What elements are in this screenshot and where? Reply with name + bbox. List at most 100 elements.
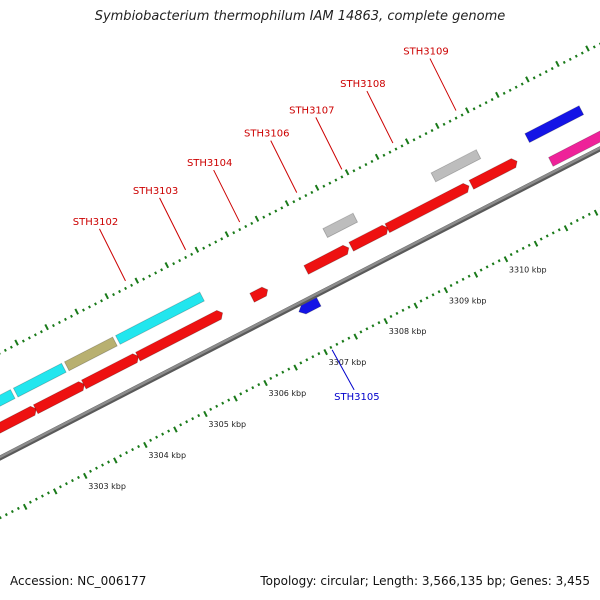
outer-tick: [424, 132, 428, 136]
outer-tick: [202, 246, 206, 250]
outer-tick: [232, 231, 236, 235]
outer-tick: [21, 339, 25, 343]
outer-tick: [370, 159, 374, 164]
map-title: Symbiobacterium thermophilum IAM 14863, …: [94, 9, 506, 24]
outer-tick: [254, 215, 260, 222]
outer-tick: [388, 150, 392, 154]
outer-tick: [74, 308, 79, 315]
feature-highlight: [383, 181, 464, 224]
outer-tick: [580, 51, 584, 55]
outer-tick: [310, 190, 314, 195]
gene-feature-gray: [322, 212, 359, 239]
inner-tick: [407, 305, 411, 309]
outer-tick: [314, 184, 320, 191]
feature-highlight: [0, 387, 11, 395]
outer-tick: [574, 54, 578, 58]
gene-label-leader: [99, 228, 126, 282]
outer-tick: [104, 293, 109, 300]
inner-tick: [233, 395, 238, 402]
inner-tick: [293, 364, 298, 371]
outer-tick: [472, 107, 476, 111]
gene-label: STH3109: [403, 47, 448, 58]
outer-tick: [39, 330, 43, 334]
outer-tick: [44, 323, 49, 331]
inner-tick: [521, 246, 525, 250]
inner-tick: [113, 457, 118, 464]
inner-tick: [311, 355, 315, 359]
outer-tick: [562, 60, 566, 64]
outer-tick: [465, 107, 470, 114]
outer-tick: [148, 274, 152, 278]
gene-label-leader: [366, 90, 394, 144]
genome-backbone: [0, 146, 600, 461]
inner-tick: [161, 432, 165, 436]
inner-tick: [34, 497, 38, 501]
outer-tick: [400, 144, 404, 148]
feature-highlight: [468, 156, 512, 181]
inner-tick: [107, 460, 110, 464]
gene-feature-red: [468, 158, 518, 190]
feature-highlight: [523, 103, 579, 134]
inner-tick: [443, 287, 449, 294]
gene-label: STH3105: [334, 392, 379, 403]
outer-tick: [358, 166, 362, 170]
inner-tick: [263, 379, 268, 387]
scale-label: 3306 kbp: [269, 389, 307, 398]
gene-label-leader: [429, 58, 457, 111]
inner-tick: [137, 444, 141, 449]
inner-tick: [455, 280, 459, 284]
inner-tick: [125, 451, 129, 455]
inner-tick: [119, 454, 123, 458]
outer-tick: [3, 348, 7, 352]
outer-tick: [374, 153, 380, 160]
inner-tick: [425, 296, 429, 300]
inner-tick: [58, 485, 62, 489]
gene-feature-cyan: [12, 362, 67, 398]
outer-tick: [184, 255, 188, 260]
outer-tick: [514, 85, 518, 89]
outer-tick: [124, 286, 128, 290]
outer-tick: [304, 193, 308, 198]
inner-tick: [101, 463, 104, 467]
inner-tick: [497, 259, 501, 263]
gene-feature-red: [32, 381, 85, 415]
outer-tick: [112, 293, 116, 297]
inner-tick: [377, 321, 381, 325]
inner-tick: [419, 299, 423, 303]
gene-label: STH3103: [133, 186, 178, 197]
inner-tick: [515, 249, 519, 254]
inner-tick: [64, 482, 68, 486]
inner-tick: [239, 392, 243, 396]
inner-tick: [149, 438, 153, 442]
inner-tick: [10, 509, 14, 514]
outer-tick: [585, 45, 590, 52]
feature-highlight: [80, 351, 133, 380]
gene-labels: STH3102 STH3103 STH3104 STH3105 STH3106 STH31…: [73, 47, 457, 403]
inner-tick: [575, 218, 579, 223]
gene-label-leader: [159, 197, 187, 251]
inner-tick: [83, 472, 88, 480]
inner-tick: [527, 243, 531, 247]
feature-highlight: [547, 128, 600, 158]
outer-tick: [238, 228, 242, 232]
gene-label: STH3108: [340, 79, 385, 90]
inner-tick: [143, 441, 148, 449]
gene-feature-blue: [524, 105, 585, 144]
outer-tick: [322, 184, 326, 188]
inner-tick: [413, 302, 419, 309]
inner-tick: [209, 407, 213, 411]
inner-tick: [227, 398, 231, 402]
gene-feature-magenta: [548, 130, 600, 167]
feature-highlight: [134, 308, 217, 353]
inner-tick: [593, 209, 599, 216]
genome-summary-text: Topology: circular; Length: 3,566,135 bp…: [260, 574, 590, 588]
inner-tick: [509, 252, 513, 257]
scale-label: 3307 kbp: [329, 358, 367, 367]
inner-tick: [40, 494, 44, 498]
inner-tick: [4, 513, 8, 517]
gene-feature-red: [249, 286, 269, 303]
outer-tick: [250, 221, 254, 225]
outer-tick: [434, 122, 440, 129]
outer-tick: [51, 323, 55, 328]
outer-tick: [14, 339, 19, 346]
